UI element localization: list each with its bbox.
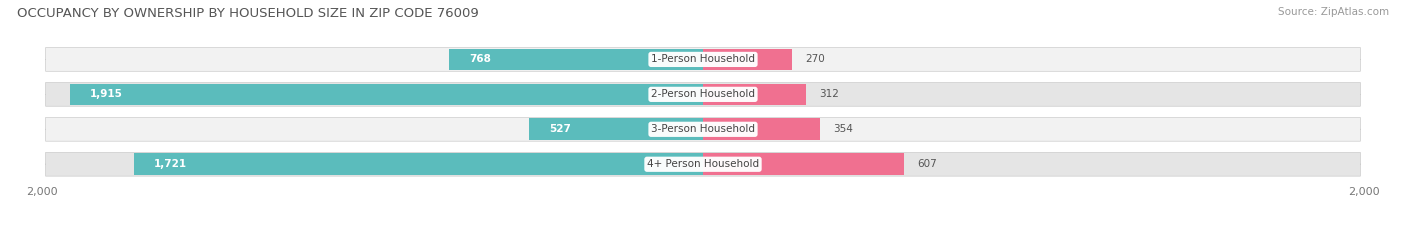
FancyBboxPatch shape [45,152,1361,176]
Bar [703,84,806,105]
Text: 1,721: 1,721 [155,159,187,169]
Bar [70,84,703,105]
Text: 2-Person Household: 2-Person Household [651,89,755,99]
Bar [703,49,792,70]
Text: 607: 607 [917,159,936,169]
Bar [450,49,703,70]
Text: 768: 768 [470,55,491,64]
Bar [529,118,703,140]
FancyBboxPatch shape [45,117,1361,141]
FancyBboxPatch shape [45,82,1361,106]
Text: 4+ Person Household: 4+ Person Household [647,159,759,169]
FancyBboxPatch shape [45,48,1361,71]
Text: 312: 312 [820,89,839,99]
Text: 527: 527 [548,124,571,134]
Text: 354: 354 [834,124,853,134]
Text: 3-Person Household: 3-Person Household [651,124,755,134]
Text: 270: 270 [806,55,825,64]
Bar [135,154,703,175]
Bar [703,118,820,140]
Text: 1,915: 1,915 [90,89,122,99]
Text: 1-Person Household: 1-Person Household [651,55,755,64]
Bar [703,154,904,175]
Text: OCCUPANCY BY OWNERSHIP BY HOUSEHOLD SIZE IN ZIP CODE 76009: OCCUPANCY BY OWNERSHIP BY HOUSEHOLD SIZE… [17,7,478,20]
Text: Source: ZipAtlas.com: Source: ZipAtlas.com [1278,7,1389,17]
